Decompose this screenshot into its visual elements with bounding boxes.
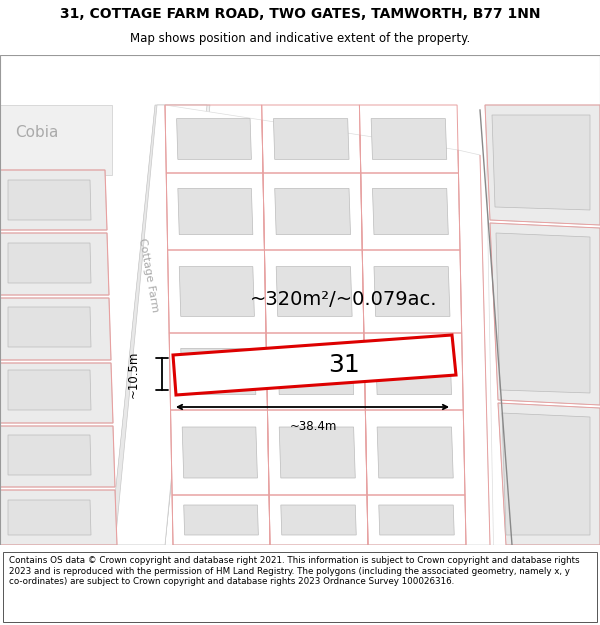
- Polygon shape: [371, 119, 447, 159]
- Text: 31: 31: [328, 353, 360, 377]
- Polygon shape: [0, 363, 113, 423]
- Polygon shape: [492, 115, 590, 210]
- Polygon shape: [8, 500, 91, 535]
- Polygon shape: [379, 505, 454, 535]
- Text: ~320m²/~0.079ac.: ~320m²/~0.079ac.: [250, 291, 437, 309]
- Polygon shape: [176, 119, 251, 159]
- Polygon shape: [279, 427, 355, 478]
- Polygon shape: [490, 223, 600, 405]
- Polygon shape: [110, 105, 175, 545]
- Polygon shape: [115, 105, 207, 545]
- Text: Contains OS data © Crown copyright and database right 2021. This information is : Contains OS data © Crown copyright and d…: [9, 556, 580, 586]
- Text: Cottage Farm: Cottage Farm: [137, 237, 160, 313]
- Polygon shape: [360, 135, 466, 545]
- Polygon shape: [274, 119, 349, 159]
- Polygon shape: [498, 403, 600, 545]
- Polygon shape: [0, 233, 109, 295]
- Text: ~38.4m: ~38.4m: [289, 421, 337, 434]
- Polygon shape: [377, 427, 453, 478]
- Polygon shape: [276, 267, 352, 316]
- Polygon shape: [165, 105, 270, 545]
- Text: ~10.5m: ~10.5m: [127, 350, 139, 398]
- Polygon shape: [278, 348, 353, 394]
- Polygon shape: [376, 348, 452, 394]
- Polygon shape: [178, 188, 253, 234]
- Polygon shape: [496, 233, 590, 393]
- Polygon shape: [0, 170, 107, 230]
- Polygon shape: [8, 307, 91, 347]
- Polygon shape: [179, 267, 254, 316]
- Polygon shape: [182, 427, 257, 478]
- Polygon shape: [458, 150, 490, 545]
- Polygon shape: [485, 105, 600, 545]
- Text: Cobia: Cobia: [15, 126, 58, 141]
- Polygon shape: [0, 105, 112, 175]
- Polygon shape: [374, 267, 450, 316]
- Polygon shape: [502, 413, 590, 535]
- Polygon shape: [8, 243, 91, 283]
- Text: 31, COTTAGE FARM ROAD, TWO GATES, TAMWORTH, B77 1NN: 31, COTTAGE FARM ROAD, TWO GATES, TAMWOR…: [60, 7, 540, 21]
- Polygon shape: [0, 426, 115, 487]
- Polygon shape: [281, 505, 356, 535]
- Polygon shape: [181, 348, 256, 394]
- Polygon shape: [373, 188, 448, 234]
- Polygon shape: [262, 120, 368, 545]
- Text: Map shows position and indicative extent of the property.: Map shows position and indicative extent…: [130, 31, 470, 44]
- Polygon shape: [275, 188, 350, 234]
- Polygon shape: [184, 505, 259, 535]
- Polygon shape: [0, 298, 111, 360]
- Polygon shape: [130, 105, 210, 545]
- Polygon shape: [8, 180, 91, 220]
- Polygon shape: [173, 335, 456, 395]
- Polygon shape: [8, 435, 91, 475]
- Polygon shape: [0, 490, 117, 545]
- Polygon shape: [8, 370, 91, 410]
- Polygon shape: [485, 105, 600, 225]
